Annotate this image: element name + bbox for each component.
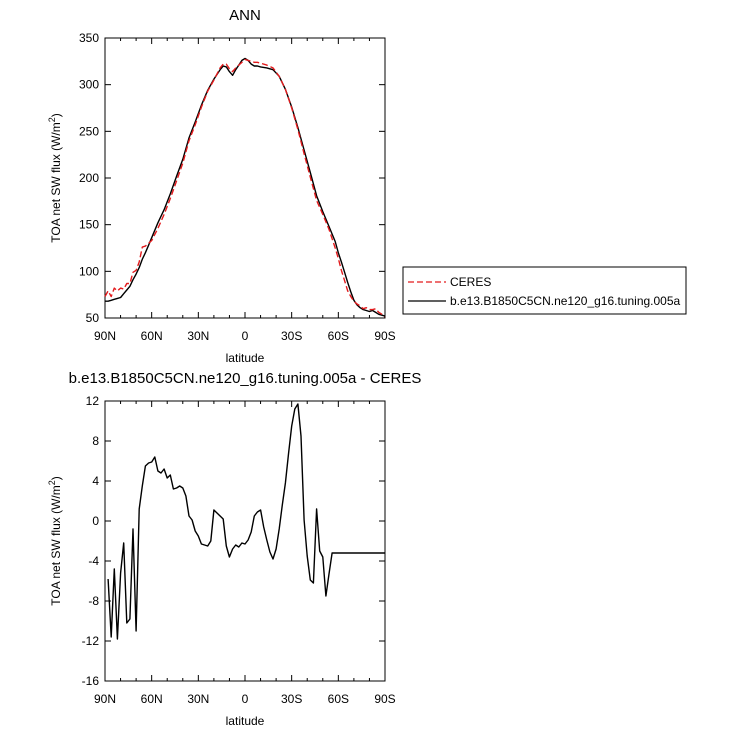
top-plot-frame bbox=[104, 37, 386, 319]
top-x-tick-label: 90S bbox=[374, 329, 395, 343]
bottom-x-axis: 90N 60N 30N 0 30S 60S 90S bbox=[94, 401, 396, 706]
bottom-y-tick-label: -8 bbox=[88, 594, 99, 608]
top-series-line-1 bbox=[105, 57, 386, 317]
bottom-plot-frame bbox=[104, 400, 386, 682]
legend: CERES b.e13.B1850C5CN.ne120_g16.tuning.0… bbox=[402, 266, 687, 315]
top-chart-title: ANN bbox=[229, 7, 261, 24]
top-y-axis-label: TOA net SW flux (W/m2) bbox=[47, 113, 63, 242]
bottom-series-group bbox=[107, 403, 385, 640]
bottom-x-axis-label: latitude bbox=[226, 714, 265, 728]
bottom-y-tick-label: -12 bbox=[82, 634, 100, 648]
legend-box bbox=[402, 266, 687, 315]
bottom-y-tick-label: -4 bbox=[88, 554, 99, 568]
bottom-x-tick-label: 0 bbox=[242, 692, 249, 706]
bottom-x-tick-label: 30S bbox=[281, 692, 302, 706]
bottom-y-tick-label: 8 bbox=[92, 434, 99, 448]
top-series-group bbox=[104, 57, 386, 318]
top-y-tick-label: 50 bbox=[86, 311, 100, 325]
bottom-y-axis-label: TOA net SW flux (W/m2) bbox=[47, 476, 63, 605]
bottom-x-tick-label: 90S bbox=[374, 692, 395, 706]
bottom-x-tick-label: 60N bbox=[141, 692, 163, 706]
legend-label-model: b.e13.B1850C5CN.ne120_g16.tuning.005a bbox=[450, 294, 681, 308]
top-x-tick-label: 0 bbox=[242, 329, 249, 343]
bottom-x-tick-label: 60S bbox=[328, 692, 349, 706]
bottom-panel: b.e13.B1850C5CN.ne120_g16.tuning.005a - … bbox=[47, 370, 421, 728]
bottom-series-line-0 bbox=[107, 403, 385, 640]
bottom-y-tick-label: -16 bbox=[82, 674, 100, 688]
bottom-y-tick-label: 4 bbox=[92, 474, 99, 488]
top-series-line-0 bbox=[104, 58, 386, 318]
top-y-tick-label: 100 bbox=[79, 264, 99, 278]
top-y-tick-label: 200 bbox=[79, 171, 99, 185]
top-panel: ANN 50 100 150 200 250 300 350 90N 60N 30N 0 30S 60… bbox=[47, 7, 396, 365]
bottom-y-tick-label: 0 bbox=[92, 514, 99, 528]
bottom-chart-title: b.e13.B1850C5CN.ne120_g16.tuning.005a - … bbox=[69, 370, 422, 387]
top-y-tick-label: 150 bbox=[79, 218, 99, 232]
top-x-tick-label: 90N bbox=[94, 329, 116, 343]
top-x-axis: 90N 60N 30N 0 30S 60S 90S bbox=[94, 38, 396, 343]
bottom-x-tick-label: 90N bbox=[94, 692, 116, 706]
top-y-axis: 50 100 150 200 250 300 350 bbox=[79, 31, 385, 325]
bottom-x-tick-label: 30N bbox=[187, 692, 209, 706]
top-x-tick-label: 60N bbox=[141, 329, 163, 343]
bottom-y-axis: -16 -12 -8 -4 0 4 8 12 bbox=[82, 394, 385, 688]
top-y-tick-label: 300 bbox=[79, 78, 99, 92]
top-x-tick-label: 30S bbox=[281, 329, 302, 343]
bottom-y-tick-label: 12 bbox=[86, 394, 100, 408]
legend-label-ceres: CERES bbox=[450, 275, 491, 289]
top-y-tick-label: 350 bbox=[79, 31, 99, 45]
top-x-tick-label: 60S bbox=[328, 329, 349, 343]
top-x-tick-label: 30N bbox=[187, 329, 209, 343]
top-x-axis-label: latitude bbox=[226, 351, 265, 365]
top-y-tick-label: 250 bbox=[79, 124, 99, 138]
